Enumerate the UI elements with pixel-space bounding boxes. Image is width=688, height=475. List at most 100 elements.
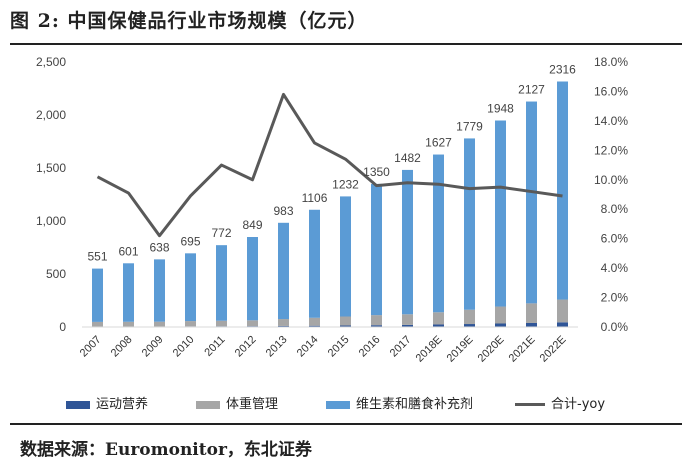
- x-tick-label: 2017: [388, 334, 414, 360]
- total-label: 983: [273, 204, 293, 218]
- right-tick-label: 18.0%: [594, 55, 628, 69]
- bar-vitamin: [526, 101, 537, 304]
- bar-weight: [216, 320, 227, 327]
- chart-area: 0 500 1,000 1,500 2,000 2,500 0.0% 2.0% 4.0% 6.0…: [36, 55, 628, 365]
- x-tick-label: 2020E: [476, 334, 507, 365]
- bar-series: [82, 81, 578, 328]
- bar-weight: [278, 319, 289, 326]
- bar-weight: [526, 303, 537, 323]
- bar-weight: [247, 320, 258, 327]
- x-tick-label: 2014: [295, 334, 321, 360]
- bar-sports: [309, 325, 320, 327]
- bar-sports: [278, 325, 289, 327]
- x-tick-label: 2013: [264, 334, 290, 360]
- legend-vitamin: 维生素和膳食补充剂: [326, 393, 473, 412]
- bar-vitamin: [557, 81, 568, 300]
- right-tick-label: 12.0%: [594, 143, 628, 157]
- total-label: 1627: [425, 136, 452, 150]
- legend-label-vitamin: 维生素和膳食补充剂: [356, 397, 474, 412]
- x-tick-label: 2022E: [538, 334, 569, 365]
- bar-vitamin: [92, 268, 103, 322]
- total-label: 1482: [394, 151, 421, 165]
- x-axis: 2007 2008 2009 2010 2011 2012 2013 2014 2015 2016…: [78, 334, 569, 365]
- bar-weight: [464, 309, 475, 325]
- total-label: 1948: [487, 102, 514, 116]
- bar-weight: [433, 312, 444, 325]
- x-tick-label: 2018E: [414, 334, 445, 365]
- right-tick-label: 2.0%: [601, 291, 629, 305]
- bar-weight: [154, 321, 165, 327]
- total-label: 1232: [332, 177, 359, 191]
- x-tick-label: 2016: [357, 334, 383, 360]
- bar-vitamin: [464, 138, 475, 310]
- left-tick-label: 500: [46, 267, 66, 281]
- bar-sports: [371, 325, 382, 327]
- total-label: 772: [211, 226, 231, 240]
- legend-label-weight: 体重管理: [226, 397, 279, 412]
- legend-sports: 运动营养: [66, 393, 148, 412]
- left-tick-label: 1,000: [36, 214, 66, 228]
- right-tick-label: 0.0%: [601, 320, 629, 334]
- left-axis: 0 500 1,000 1,500 2,000 2,500: [36, 55, 66, 334]
- data-labels: 551 601 638 695 772 849 983 1106 1232 1350 1482 162…: [87, 63, 576, 264]
- bar-weight: [495, 306, 506, 324]
- left-tick-label: 2,000: [36, 108, 66, 122]
- bar-weight: [340, 316, 351, 326]
- bar-vitamin: [402, 169, 413, 315]
- total-label: 638: [149, 240, 169, 254]
- bar-weight: [185, 321, 196, 327]
- bar-sports: [340, 325, 351, 327]
- legend-yoy: 合计-yoy: [515, 393, 605, 412]
- bar-weight: [92, 321, 103, 327]
- x-tick-label: 2019E: [445, 334, 476, 365]
- bar-vitamin: [154, 259, 165, 322]
- bar-vitamin: [495, 120, 506, 307]
- legend-swatch-yoy: [515, 403, 545, 406]
- bar-vitamin: [433, 154, 444, 313]
- bar-sports: [433, 324, 444, 327]
- bar-sports: [526, 322, 537, 327]
- right-tick-label: 6.0%: [601, 232, 629, 246]
- bar-sports: [557, 322, 568, 327]
- bar-weight: [123, 321, 134, 327]
- total-label: 551: [87, 250, 107, 264]
- bar-vitamin: [247, 237, 258, 321]
- title-rule: [10, 43, 682, 45]
- legend-swatch-weight: [196, 400, 220, 409]
- total-label: 601: [118, 244, 138, 258]
- chart-title: 图 2: 中国保健品行业市场规模（亿元）: [10, 10, 368, 32]
- source-note: 数据来源：Euromonitor，东北证券: [20, 440, 312, 460]
- bar-weight: [371, 315, 382, 326]
- bar-vitamin: [123, 263, 134, 322]
- x-tick-label: 2007: [78, 334, 104, 360]
- legend-swatch-vitamin: [326, 400, 350, 409]
- left-tick-label: 0: [59, 320, 66, 334]
- x-tick-label: 2011: [202, 334, 227, 359]
- bar-vitamin: [340, 196, 351, 317]
- legend-weight: 体重管理: [196, 393, 278, 412]
- total-label: 1106: [302, 191, 328, 205]
- bar-vitamin: [278, 222, 289, 320]
- bar-weight: [557, 299, 568, 323]
- right-tick-label: 16.0%: [594, 84, 628, 98]
- x-tick-label: 2010: [171, 334, 197, 360]
- right-tick-label: 10.0%: [594, 173, 628, 187]
- source-rule: [10, 423, 682, 425]
- bar-vitamin: [371, 183, 382, 316]
- legend-swatch-sports: [66, 400, 90, 409]
- total-label: 1350: [363, 165, 390, 179]
- bar-weight: [309, 317, 320, 326]
- total-label: 1779: [456, 119, 483, 133]
- bar-vitamin: [216, 245, 227, 321]
- left-tick-label: 1,500: [36, 161, 66, 175]
- total-label: 2316: [549, 63, 576, 77]
- total-label: 849: [242, 218, 262, 232]
- bar-vitamin: [185, 253, 196, 322]
- yoy-series: [96, 92, 563, 238]
- bar-vitamin: [309, 209, 320, 318]
- x-tick-label: 2008: [109, 334, 135, 360]
- bar-sports: [464, 324, 475, 327]
- right-axis: 0.0% 2.0% 4.0% 6.0% 8.0% 10.0% 12.0% 14.0% 16.0%…: [594, 55, 628, 334]
- legend-label-yoy: 合计-yoy: [551, 397, 606, 412]
- x-tick-label: 2021E: [507, 334, 538, 365]
